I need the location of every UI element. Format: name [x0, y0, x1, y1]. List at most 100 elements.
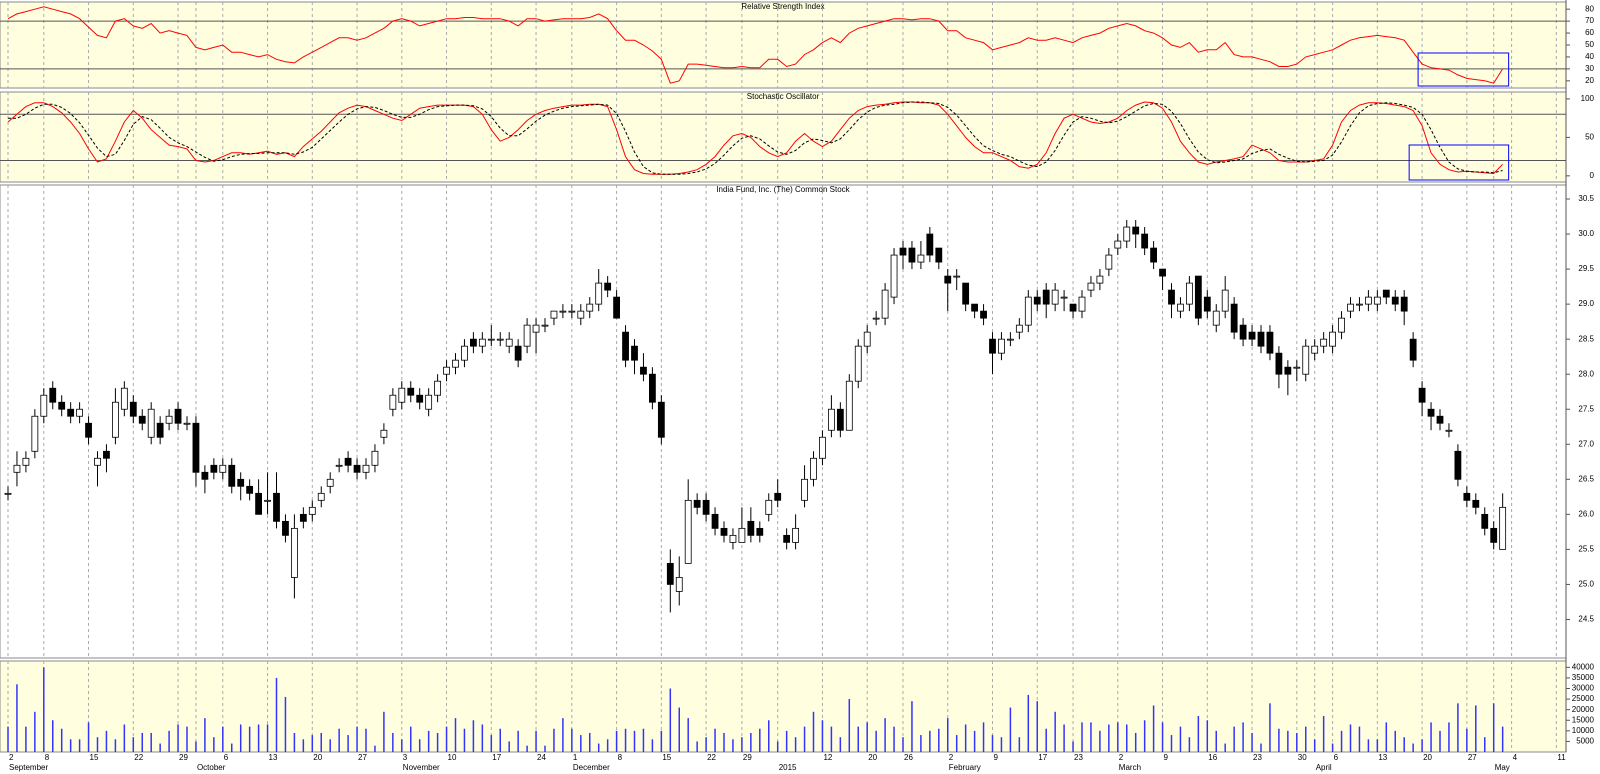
volume-bar [821, 720, 824, 752]
volume-bar [1501, 726, 1504, 752]
volume-bar [311, 735, 314, 752]
volume-bar [812, 711, 815, 752]
candle-body [299, 513, 307, 522]
y-tick-label: 30.5 [1578, 194, 1594, 203]
volume-bar [660, 730, 663, 752]
candle-body [174, 408, 182, 424]
candle-body [1141, 233, 1149, 249]
y-tick-label: 60 [1585, 28, 1594, 37]
volume-bar [624, 728, 627, 752]
candle-body [192, 422, 200, 473]
candle-body [980, 310, 987, 319]
volume-bar [204, 718, 206, 752]
candle-body [496, 338, 504, 341]
volume-bar [839, 737, 842, 752]
candle-body [112, 401, 119, 438]
volume-bar [1036, 701, 1038, 752]
candle-body [1463, 492, 1471, 501]
candle-body [1114, 240, 1122, 249]
volume-bar [1492, 703, 1495, 752]
volume-bar [705, 737, 707, 752]
indicator-line [8, 101, 1503, 175]
x-tick-label: 8 [45, 753, 50, 762]
x-tick-label: 6 [224, 753, 229, 762]
y-tick-label: 25.0 [1578, 580, 1594, 589]
candle-body [1311, 345, 1319, 354]
candle-body [1033, 296, 1041, 305]
candle-body [362, 464, 370, 473]
x-tick-label: 2 [9, 753, 14, 762]
candle-body [1015, 324, 1023, 333]
x-tick-label: 15 [90, 753, 99, 762]
candle-body [219, 464, 227, 473]
volume-bar [1313, 739, 1316, 752]
volume-bar [213, 737, 215, 752]
candle-body [1454, 450, 1462, 480]
volume-bar [1448, 722, 1450, 752]
volume-bar [615, 730, 618, 752]
candle-body [926, 233, 934, 256]
volume-bar [132, 737, 135, 752]
panel-title: India Fund, Inc. (The) Common Stock [716, 185, 850, 194]
candle-body [1132, 226, 1140, 235]
volume-bar [964, 724, 967, 752]
volume-bar [606, 739, 609, 752]
candle-body [541, 324, 549, 327]
candle-body [684, 499, 692, 564]
volume-bar [383, 711, 385, 752]
volume-bar [347, 735, 349, 752]
volume-bar [1188, 737, 1191, 752]
volume-bar [1099, 730, 1101, 752]
volume-bar [96, 737, 99, 752]
y-tick-label: 40000 [1572, 662, 1595, 671]
x-month-label: November [403, 763, 440, 772]
volume-bar [1215, 730, 1217, 752]
volume-bar [1090, 722, 1092, 752]
candle-body [998, 338, 1005, 354]
candle-body [1427, 408, 1435, 417]
candle-body [595, 282, 603, 305]
volume-bar [589, 732, 591, 752]
volume-bar [401, 739, 403, 752]
volume-bar [365, 728, 367, 752]
candle-body [103, 450, 110, 459]
candle-body [461, 345, 468, 361]
x-tick-label: 29 [743, 753, 752, 762]
candle-body [1472, 499, 1480, 508]
candle-body [317, 492, 325, 501]
candle-body [1221, 289, 1229, 312]
candle-body [147, 408, 155, 438]
volume-bar [1269, 703, 1271, 752]
candle-body [765, 499, 773, 515]
volume-bar [1340, 730, 1343, 752]
candle-body [631, 345, 638, 361]
volume-bar [1134, 732, 1137, 752]
y-tick-label: 100 [1581, 94, 1595, 103]
y-tick-label: 5000 [1576, 737, 1594, 746]
volume-bar [257, 724, 260, 752]
candle-body [1356, 303, 1363, 306]
volume-bar [293, 732, 296, 752]
volume-bar [1117, 722, 1119, 752]
volume-bar [732, 739, 734, 752]
volume-bar [1072, 741, 1074, 752]
volume-bar [1394, 730, 1396, 752]
candle-body [738, 527, 746, 543]
y-tick-label: 10000 [1572, 726, 1595, 735]
x-tick-label: 16 [1208, 753, 1217, 762]
volume-bar [1296, 732, 1298, 752]
candle-body [836, 408, 844, 431]
volume-bar [723, 732, 725, 752]
candle-body [398, 387, 406, 403]
y-tick-label: 29.5 [1578, 264, 1594, 273]
candle-body [1275, 352, 1283, 375]
volume-bar [123, 724, 126, 752]
candle-body [1060, 296, 1068, 299]
candle-body [1257, 331, 1265, 347]
candle-body [1078, 296, 1086, 312]
candle-body [353, 464, 361, 473]
candle-body [380, 429, 388, 438]
volume-bar [1367, 739, 1370, 752]
volume-bar [150, 732, 152, 752]
